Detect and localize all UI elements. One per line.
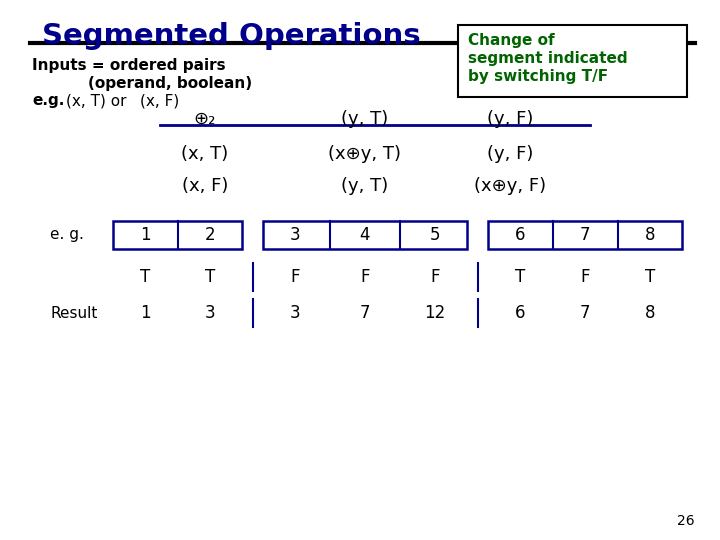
Text: (x, F): (x, F) bbox=[182, 177, 228, 195]
FancyBboxPatch shape bbox=[113, 221, 242, 249]
Text: 8: 8 bbox=[644, 226, 655, 244]
Text: ⊕₂: ⊕₂ bbox=[194, 110, 216, 128]
Text: 3: 3 bbox=[289, 304, 300, 322]
Text: Result: Result bbox=[50, 306, 97, 321]
Text: (operand, boolean): (operand, boolean) bbox=[88, 76, 252, 91]
Text: F: F bbox=[360, 268, 370, 286]
Text: T: T bbox=[140, 268, 150, 286]
Text: (y, F): (y, F) bbox=[487, 145, 534, 163]
Text: (y, T): (y, T) bbox=[341, 177, 389, 195]
FancyBboxPatch shape bbox=[488, 221, 682, 249]
Text: 4: 4 bbox=[360, 226, 370, 244]
Text: 2: 2 bbox=[204, 226, 215, 244]
Text: F: F bbox=[580, 268, 590, 286]
Text: 3: 3 bbox=[204, 304, 215, 322]
Text: F: F bbox=[431, 268, 440, 286]
Text: 6: 6 bbox=[515, 226, 526, 244]
FancyBboxPatch shape bbox=[263, 221, 467, 249]
Text: (x, T): (x, T) bbox=[181, 145, 229, 163]
Text: 26: 26 bbox=[678, 514, 695, 528]
Text: Inputs = ordered pairs: Inputs = ordered pairs bbox=[32, 58, 225, 73]
Text: 12: 12 bbox=[424, 304, 446, 322]
FancyBboxPatch shape bbox=[458, 25, 687, 97]
Text: (y, F): (y, F) bbox=[487, 110, 534, 128]
Text: 3: 3 bbox=[289, 226, 300, 244]
Text: 7: 7 bbox=[580, 226, 590, 244]
Text: (x, F): (x, F) bbox=[140, 93, 179, 108]
Text: 7: 7 bbox=[580, 304, 590, 322]
Text: e. g.: e. g. bbox=[50, 227, 84, 242]
Text: e.g.: e.g. bbox=[32, 93, 64, 108]
Text: 8: 8 bbox=[644, 304, 655, 322]
Text: 7: 7 bbox=[360, 304, 370, 322]
Text: segment indicated: segment indicated bbox=[468, 51, 628, 66]
Text: T: T bbox=[205, 268, 215, 286]
Text: (x⊕y, F): (x⊕y, F) bbox=[474, 177, 546, 195]
Text: T: T bbox=[645, 268, 655, 286]
Text: 1: 1 bbox=[140, 226, 150, 244]
Text: Change of: Change of bbox=[468, 33, 554, 48]
Text: Segmented Operations: Segmented Operations bbox=[42, 22, 420, 50]
Text: F: F bbox=[290, 268, 300, 286]
Text: 5: 5 bbox=[430, 226, 440, 244]
Text: 1: 1 bbox=[140, 304, 150, 322]
Text: (x⊕y, T): (x⊕y, T) bbox=[328, 145, 402, 163]
Text: by switching T/F: by switching T/F bbox=[468, 69, 608, 84]
Text: 6: 6 bbox=[515, 304, 526, 322]
Text: T: T bbox=[515, 268, 525, 286]
Text: (y, T): (y, T) bbox=[341, 110, 389, 128]
Text: (x, T) or: (x, T) or bbox=[66, 93, 127, 108]
